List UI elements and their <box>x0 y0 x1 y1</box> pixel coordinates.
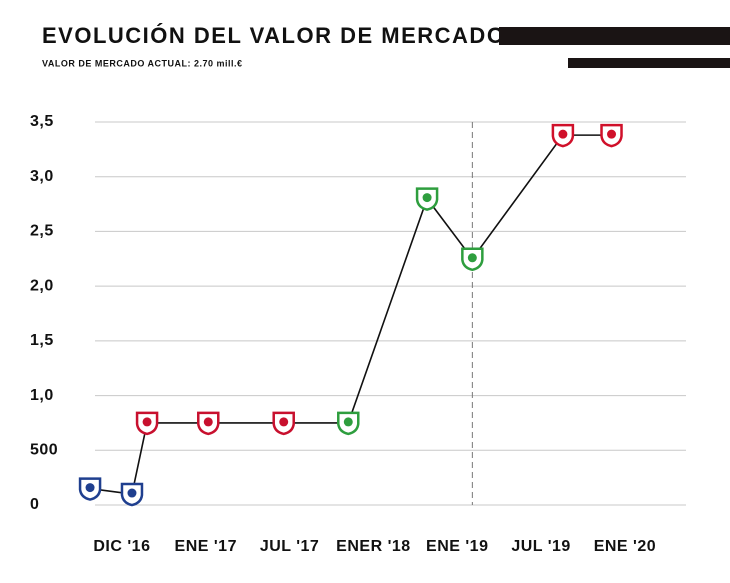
y-tick-label: 500 <box>30 442 58 459</box>
y-tick-label: 1,5 <box>30 332 54 349</box>
crest-center <box>279 417 289 427</box>
y-tick-label: 1,0 <box>30 387 54 404</box>
crest-center <box>343 417 353 427</box>
crest-center <box>127 488 137 498</box>
crest-center <box>85 483 95 493</box>
y-tick-label: 3,0 <box>30 168 54 185</box>
data-line <box>89 134 612 495</box>
crest-center <box>467 253 477 263</box>
crest-center <box>607 129 617 139</box>
x-tick-label: ENER '18 <box>336 538 411 555</box>
decor-bar <box>568 58 730 68</box>
decor-bar <box>499 27 730 45</box>
x-tick-label: ENE '19 <box>426 538 488 555</box>
y-tick-label: 2,5 <box>30 223 54 240</box>
chart-subtitle: VALOR DE MERCADO ACTUAL: 2.70 mill.€ <box>42 58 243 68</box>
x-tick-label: ENE '20 <box>594 538 656 555</box>
crest-center <box>142 417 152 427</box>
y-tick-label: 2,0 <box>30 277 54 294</box>
y-tick-label: 0 <box>30 496 39 513</box>
x-tick-label: DIC '16 <box>93 538 150 555</box>
x-tick-label: JUL '19 <box>511 538 570 555</box>
chart-title: EVOLUCIÓN DEL VALOR DE MERCADO <box>42 23 505 48</box>
crest-center <box>203 417 213 427</box>
x-tick-label: ENE '17 <box>175 538 237 555</box>
crest-center <box>558 129 568 139</box>
crest-center <box>422 193 432 203</box>
y-tick-label: 3,5 <box>30 113 54 130</box>
x-tick-label: JUL '17 <box>260 538 319 555</box>
